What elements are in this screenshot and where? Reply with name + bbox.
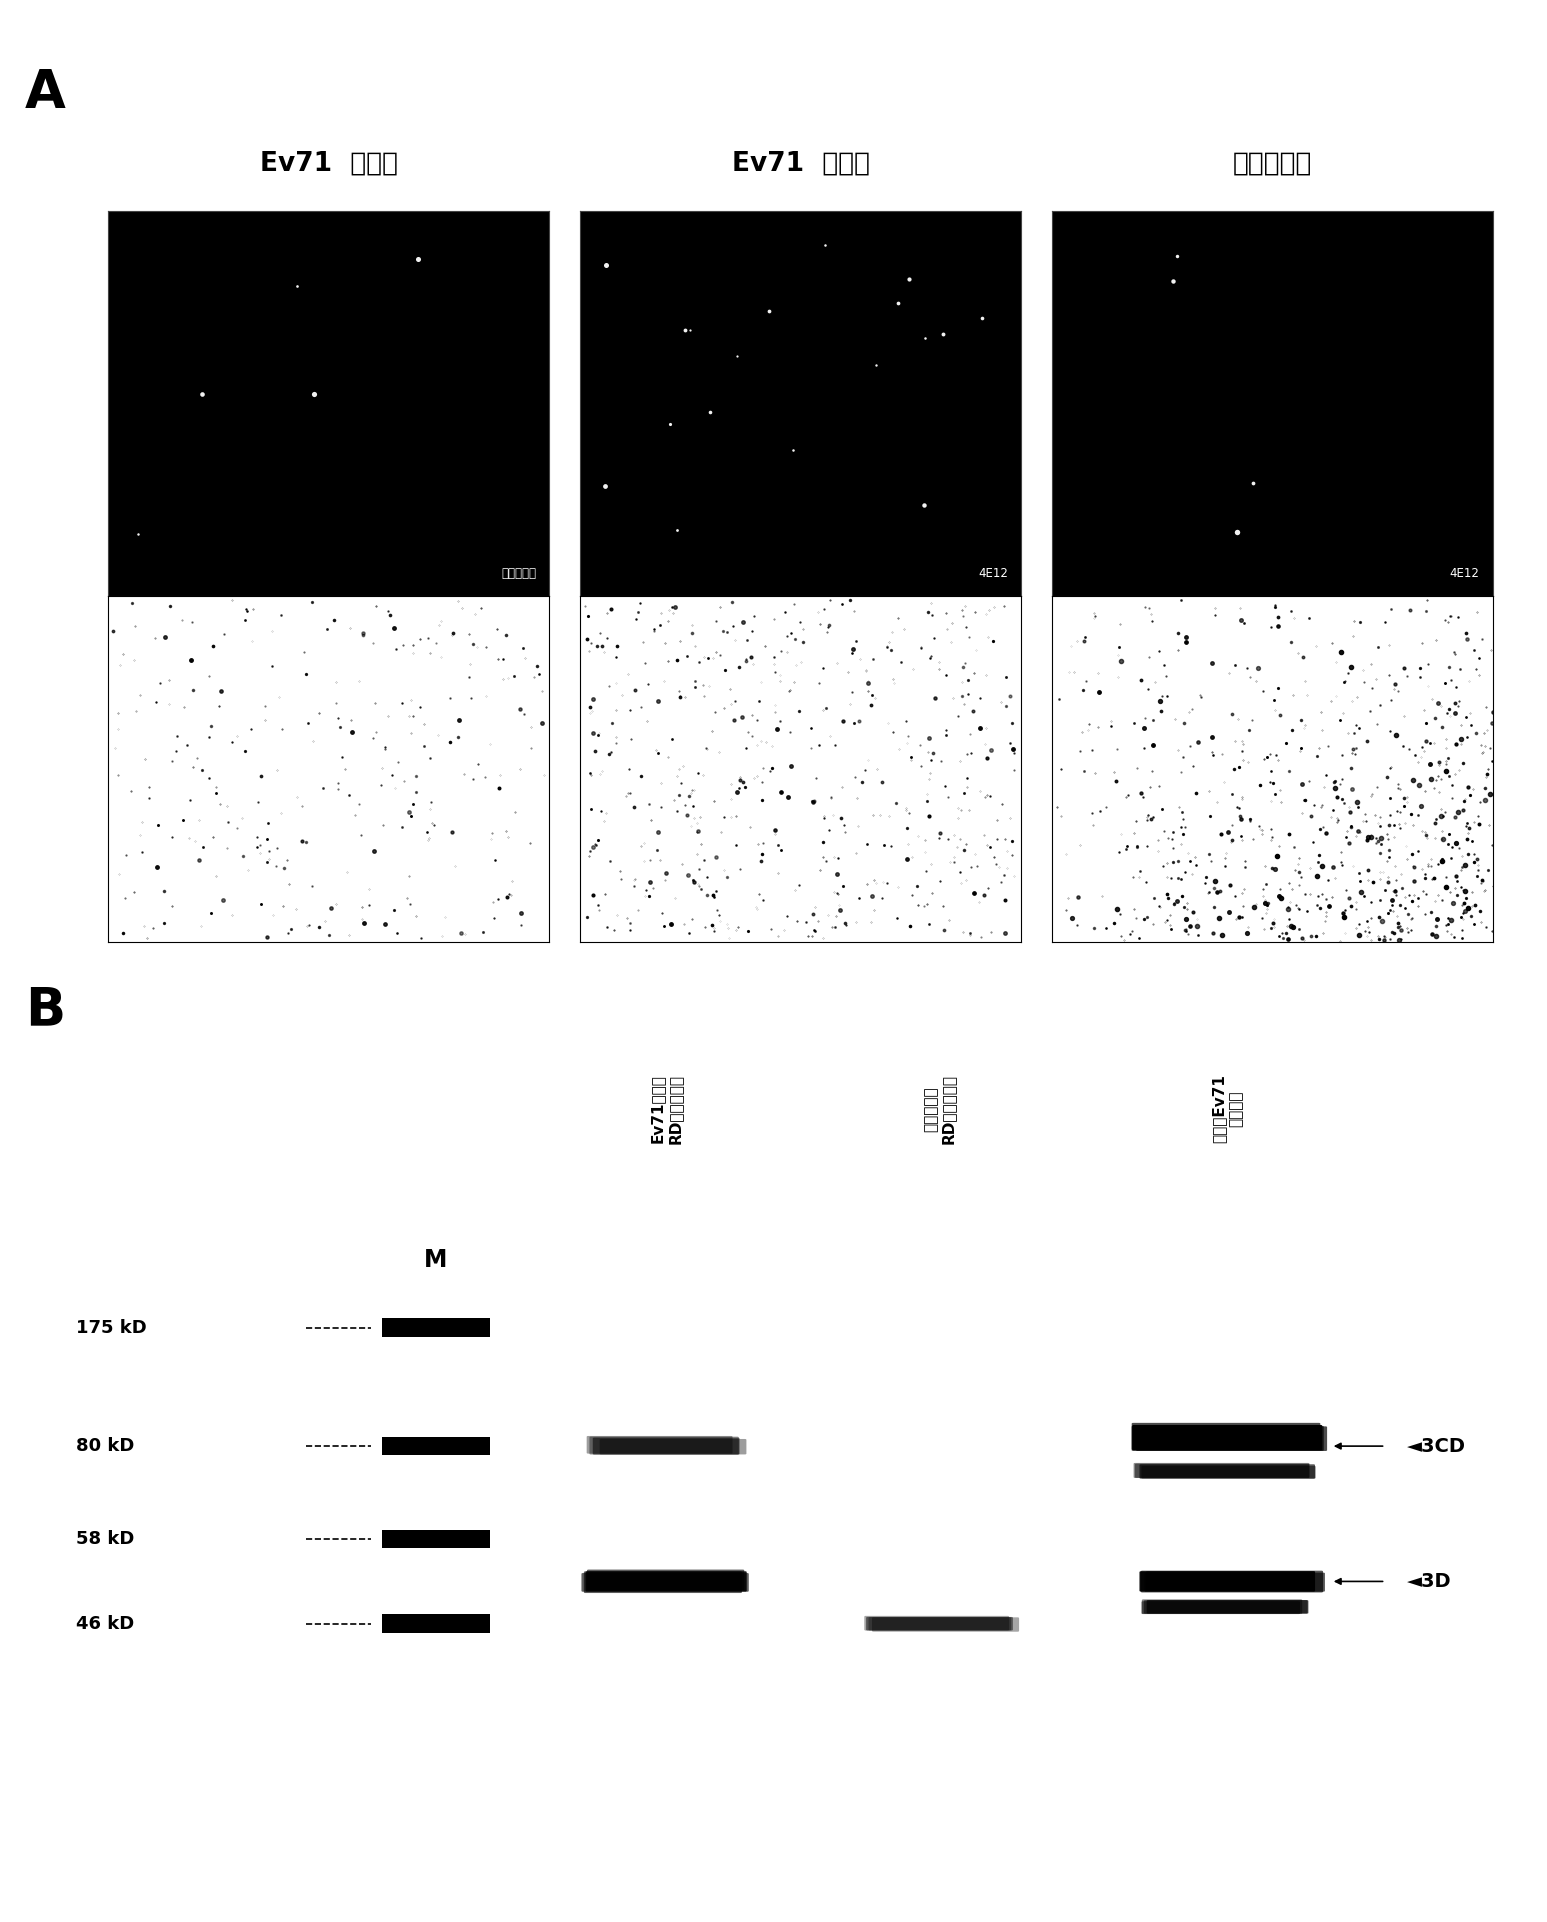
FancyBboxPatch shape xyxy=(865,1616,1009,1630)
Text: 4E12: 4E12 xyxy=(978,567,1007,580)
Text: 纯化的Ev71
病毒颗粒: 纯化的Ev71 病毒颗粒 xyxy=(1211,1074,1244,1144)
FancyBboxPatch shape xyxy=(1140,1572,1315,1591)
FancyBboxPatch shape xyxy=(586,1436,733,1453)
Text: 4E12: 4E12 xyxy=(1450,567,1479,580)
FancyBboxPatch shape xyxy=(1146,1572,1315,1591)
FancyBboxPatch shape xyxy=(582,1572,749,1591)
FancyBboxPatch shape xyxy=(583,1572,743,1593)
FancyBboxPatch shape xyxy=(593,1438,739,1455)
FancyBboxPatch shape xyxy=(1135,1465,1309,1478)
Bar xyxy=(382,1318,490,1338)
Text: 46 kD: 46 kD xyxy=(76,1614,135,1632)
Text: B: B xyxy=(25,984,65,1036)
FancyBboxPatch shape xyxy=(873,1616,1019,1632)
FancyBboxPatch shape xyxy=(589,1436,739,1455)
FancyBboxPatch shape xyxy=(1132,1422,1320,1449)
FancyBboxPatch shape xyxy=(586,1570,744,1589)
FancyBboxPatch shape xyxy=(1132,1424,1323,1451)
Text: 未被感染的: 未被感染的 xyxy=(1233,150,1312,177)
FancyBboxPatch shape xyxy=(1145,1572,1324,1591)
Bar xyxy=(382,1614,490,1634)
FancyBboxPatch shape xyxy=(600,1440,746,1455)
FancyBboxPatch shape xyxy=(1146,1599,1307,1614)
FancyBboxPatch shape xyxy=(1142,1466,1315,1478)
FancyBboxPatch shape xyxy=(1140,1570,1323,1593)
FancyBboxPatch shape xyxy=(1131,1426,1324,1451)
Text: 多克隆血清: 多克隆血清 xyxy=(501,567,535,580)
FancyBboxPatch shape xyxy=(1134,1463,1309,1478)
Text: Ev71  感染的: Ev71 感染的 xyxy=(732,150,869,177)
FancyBboxPatch shape xyxy=(1142,1599,1303,1614)
Text: Ev71  感染的: Ev71 感染的 xyxy=(260,150,398,177)
Text: ◄3D: ◄3D xyxy=(1408,1572,1451,1591)
Text: ◄3CD: ◄3CD xyxy=(1408,1436,1467,1455)
FancyBboxPatch shape xyxy=(1140,1465,1315,1478)
Text: 175 kD: 175 kD xyxy=(76,1318,147,1336)
FancyBboxPatch shape xyxy=(866,1616,1013,1630)
FancyBboxPatch shape xyxy=(1143,1601,1309,1614)
Text: A: A xyxy=(25,67,65,119)
Text: Ev71感染的
RD细胞裂解物: Ev71感染的 RD细胞裂解物 xyxy=(650,1074,682,1144)
Text: M: M xyxy=(424,1247,447,1272)
Text: 58 kD: 58 kD xyxy=(76,1530,135,1547)
FancyBboxPatch shape xyxy=(586,1572,747,1591)
Bar xyxy=(382,1438,490,1455)
Text: 80 kD: 80 kD xyxy=(76,1438,135,1455)
FancyBboxPatch shape xyxy=(868,1616,1012,1630)
FancyBboxPatch shape xyxy=(1142,1601,1299,1614)
Bar xyxy=(382,1530,490,1549)
Text: 未被感染的
RD细胞裂解物: 未被感染的 RD细胞裂解物 xyxy=(924,1074,956,1144)
FancyBboxPatch shape xyxy=(1135,1426,1327,1451)
